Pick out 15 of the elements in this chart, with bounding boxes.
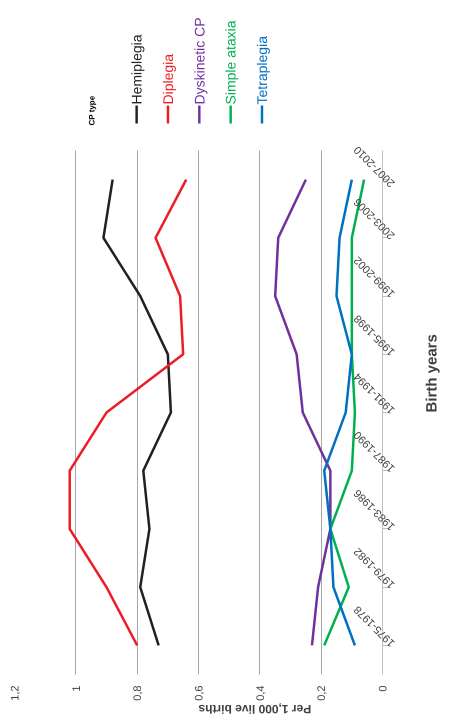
x-tick-label: 0,4 [254, 685, 267, 701]
x-tick-label: 0,2 [316, 685, 328, 701]
text: Tetraplegia [254, 36, 270, 104]
text: Hemiplegia [128, 34, 145, 104]
x-axis-title: Per 1,000 live births [198, 702, 312, 716]
text: Dyskinetic CP [191, 17, 208, 104]
x-tick-label: 1,2 [10, 685, 22, 701]
text: Diplegia [160, 54, 176, 104]
x-tick-label: 1 [70, 685, 83, 692]
legend-title: CP type [87, 95, 96, 126]
x-tick-label: 0,6 [194, 685, 206, 701]
x-tick-label: 0,8 [132, 685, 144, 701]
text: Simple ataxia [222, 20, 239, 104]
x-tick-label: 0 [378, 685, 390, 692]
y-axis-title: Birth years [424, 334, 441, 412]
